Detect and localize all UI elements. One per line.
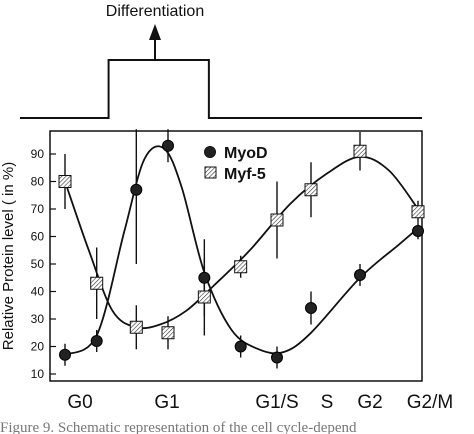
legend: MyoD Myf-5 [204, 145, 268, 183]
y-tick-label: 40 [31, 285, 45, 299]
y-tick-label: 50 [31, 257, 45, 271]
y-axis: 10 20 30 40 50 60 70 80 90 [31, 147, 56, 381]
x-category-label: G1/S [255, 392, 298, 413]
curve-myod [64, 145, 419, 356]
x-category-label: G2 [357, 392, 382, 413]
x-axis: G0 G1 G1/S S G2 G2/M [67, 392, 453, 413]
y-axis-label: Relative Protein level ( in %) [0, 162, 17, 350]
x-category-label: G2/M [407, 392, 453, 413]
differentiation-label: Differentiation [106, 3, 204, 20]
y-tick-label: 80 [31, 175, 45, 189]
marker-myf5 [411, 205, 425, 219]
plot-frame [49, 130, 423, 382]
differentiation-timeline: Differentiation [20, 3, 422, 119]
legend-marker-myf5 [204, 166, 217, 179]
marker-myf5 [161, 326, 175, 340]
marker-myf5 [58, 175, 72, 188]
marker-myod [90, 335, 103, 347]
marker-myod [234, 340, 247, 353]
legend-item-myod: MyoD [204, 145, 268, 162]
figure-caption: Figure 9. Schematic representation of th… [0, 420, 357, 434]
marker-myod [305, 302, 317, 314]
marker-myf5 [197, 290, 211, 304]
x-category-label: G0 [67, 392, 92, 413]
marker-myod [130, 183, 143, 196]
data-markers [58, 139, 425, 364]
legend-label-myf5: Myf-5 [224, 166, 266, 183]
marker-myf5 [353, 144, 367, 158]
y-tick-label: 10 [31, 367, 45, 381]
marker-myod [412, 225, 424, 237]
y-tick-label: 20 [31, 340, 45, 354]
y-tick-label: 90 [31, 147, 45, 161]
differentiation-arrow-head [149, 24, 161, 40]
marker-myf5 [234, 260, 248, 274]
marker-myf5 [129, 320, 143, 334]
y-tick-label: 30 [31, 312, 45, 326]
marker-myf5 [270, 213, 284, 227]
legend-marker-myod [204, 146, 216, 158]
marker-myod [271, 351, 283, 364]
x-category-label: S [321, 392, 334, 413]
marker-myod [198, 271, 211, 284]
y-tick-label: 60 [31, 230, 45, 244]
y-tick-label: 70 [31, 202, 45, 216]
legend-label-myod: MyoD [224, 145, 268, 162]
x-category-label: G1 [154, 392, 179, 413]
differentiation-step-line [20, 59, 422, 119]
marker-myf5 [90, 276, 104, 290]
marker-myf5 [304, 183, 318, 197]
legend-item-myf5: Myf-5 [204, 166, 266, 183]
marker-myod [162, 139, 174, 152]
marker-myod [354, 269, 366, 281]
marker-myod [59, 348, 71, 361]
